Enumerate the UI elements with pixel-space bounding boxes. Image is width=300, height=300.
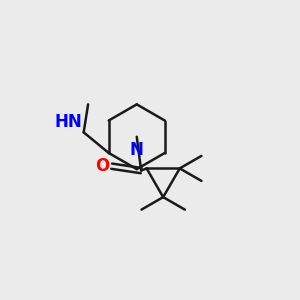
Text: HN: HN	[55, 113, 82, 131]
Text: N: N	[130, 141, 144, 159]
Text: O: O	[95, 157, 109, 175]
